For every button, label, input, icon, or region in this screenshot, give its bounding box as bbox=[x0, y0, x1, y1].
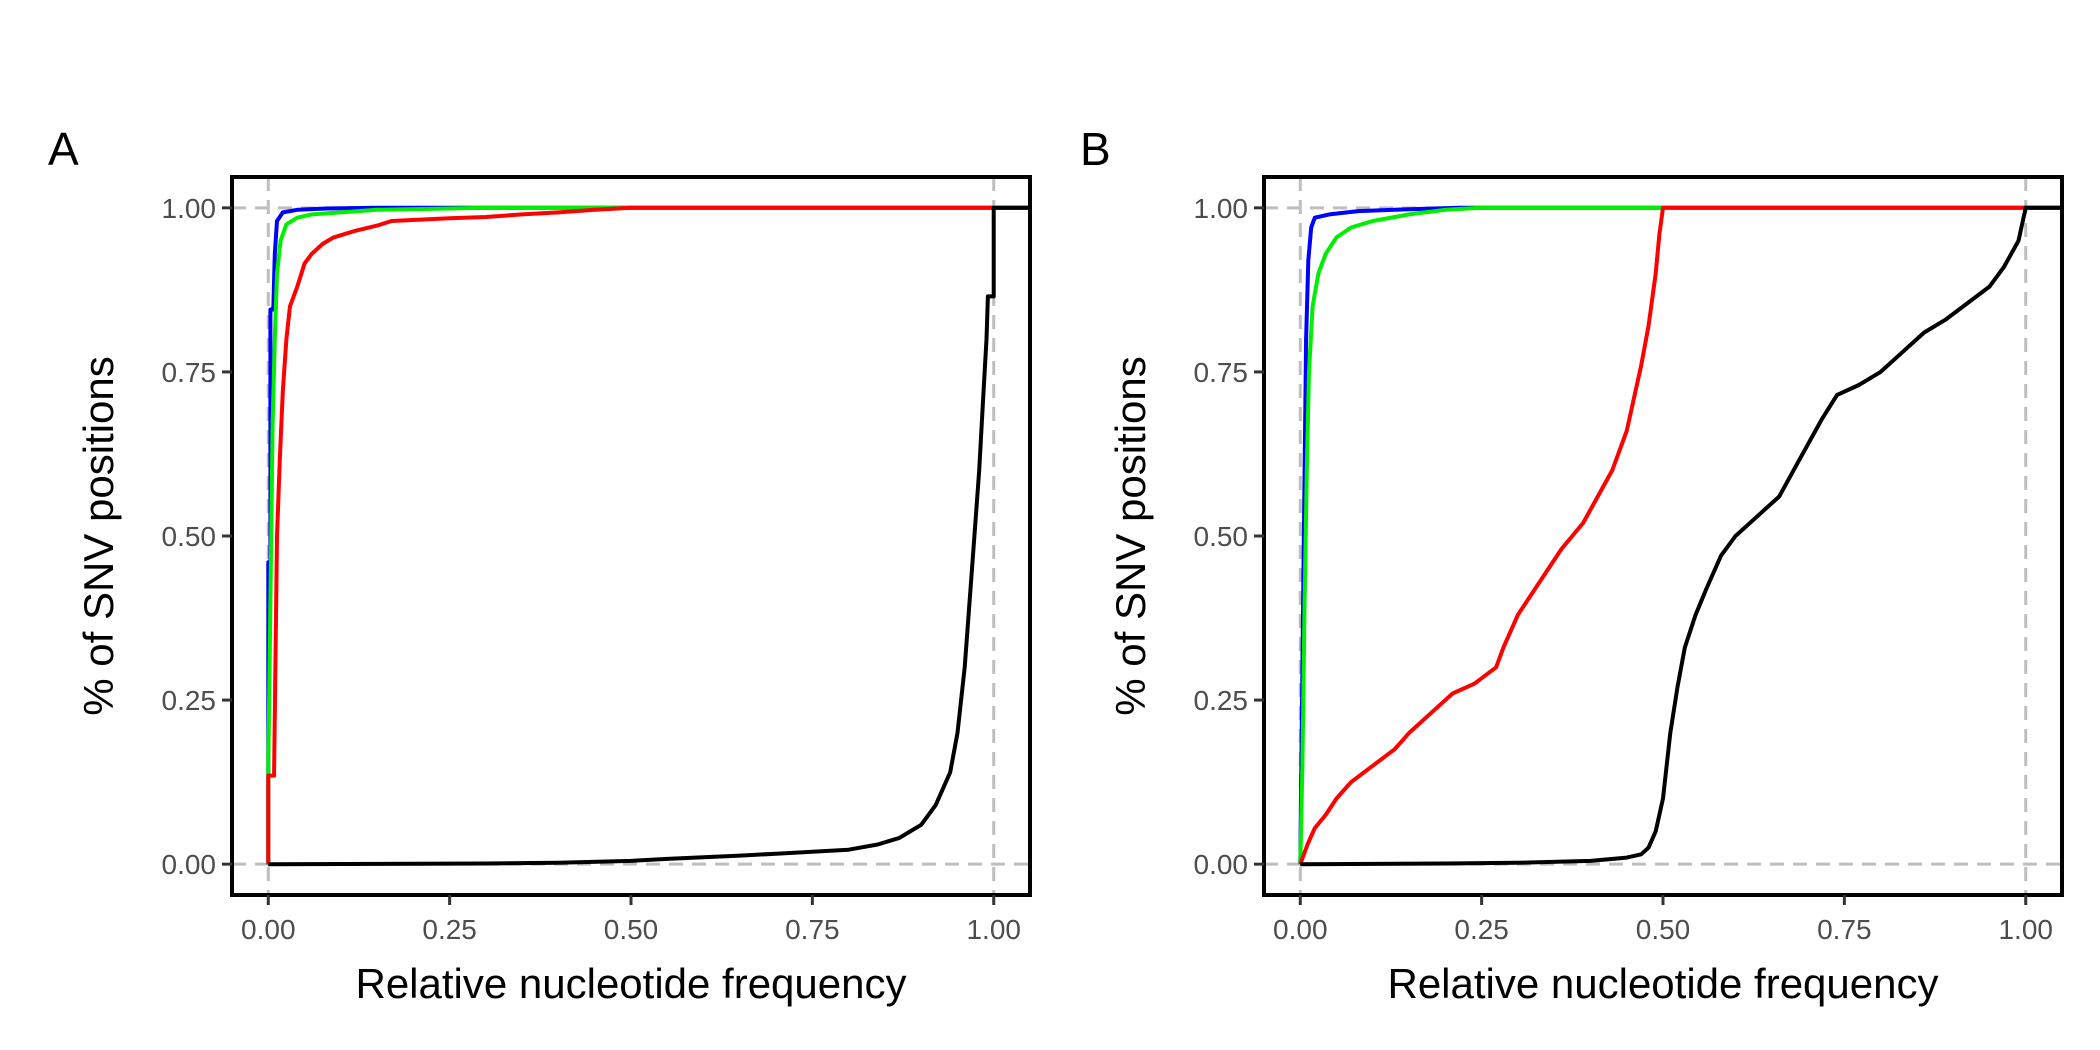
y-tick-label: 1.00 bbox=[1194, 193, 1249, 224]
x-tick-label: 0.25 bbox=[1454, 914, 1509, 945]
panel-1: 0.00 0.25 0.50 0.75 1.00 0.00 0.25 0.50 0.75 1.00… bbox=[48, 123, 1032, 1007]
series-line-4 bbox=[1300, 205, 2062, 867]
x-axis-title: Relative nucleotide frequency bbox=[355, 960, 906, 1007]
x-tick-label: 0.50 bbox=[604, 914, 659, 945]
x-tick-label: 0.00 bbox=[241, 914, 296, 945]
y-tick-label: 0.50 bbox=[162, 521, 217, 552]
series-line-3 bbox=[266, 205, 1030, 865]
y-tick-label: 0.25 bbox=[162, 685, 217, 716]
y-tick-label: 0.00 bbox=[1194, 849, 1249, 880]
y-tick-label: 0.25 bbox=[1194, 685, 1249, 716]
y-axis-title: % of SNV positions bbox=[75, 356, 122, 716]
x-axis-title: Relative nucleotide frequency bbox=[1387, 960, 1938, 1007]
x-tick-label: 1.00 bbox=[1998, 914, 2053, 945]
x-tick-label: 0.75 bbox=[785, 914, 840, 945]
x-tick-label: 0.50 bbox=[1636, 914, 1691, 945]
series-line-2 bbox=[1298, 205, 2062, 865]
series-line-1 bbox=[1298, 205, 2062, 865]
panel-label: B bbox=[1080, 123, 1111, 175]
y-tick-label: 1.00 bbox=[162, 193, 217, 224]
x-tick-label: 0.75 bbox=[1817, 914, 1872, 945]
series-line-3 bbox=[1298, 205, 2062, 865]
y-tick-label: 0.75 bbox=[162, 357, 217, 388]
panel-label: A bbox=[48, 123, 79, 175]
series-line-1 bbox=[266, 205, 1030, 865]
series-line-2 bbox=[266, 205, 1030, 865]
y-axis-title: % of SNV positions bbox=[1107, 356, 1154, 716]
series-line-4 bbox=[268, 205, 1030, 867]
y-tick-label: 0.50 bbox=[1194, 521, 1249, 552]
panel-2: 0.00 0.25 0.50 0.75 1.00 0.00 0.25 0.50 0.75 1.00… bbox=[1080, 123, 2064, 1007]
y-tick-label: 0.75 bbox=[1194, 357, 1249, 388]
x-tick-label: 0.00 bbox=[1273, 914, 1328, 945]
x-tick-label: 1.00 bbox=[966, 914, 1021, 945]
x-tick-label: 0.25 bbox=[422, 914, 477, 945]
series-group bbox=[266, 205, 1030, 867]
y-tick-label: 0.00 bbox=[162, 849, 217, 880]
panel-border bbox=[230, 175, 1032, 897]
series-group bbox=[1298, 205, 2062, 867]
